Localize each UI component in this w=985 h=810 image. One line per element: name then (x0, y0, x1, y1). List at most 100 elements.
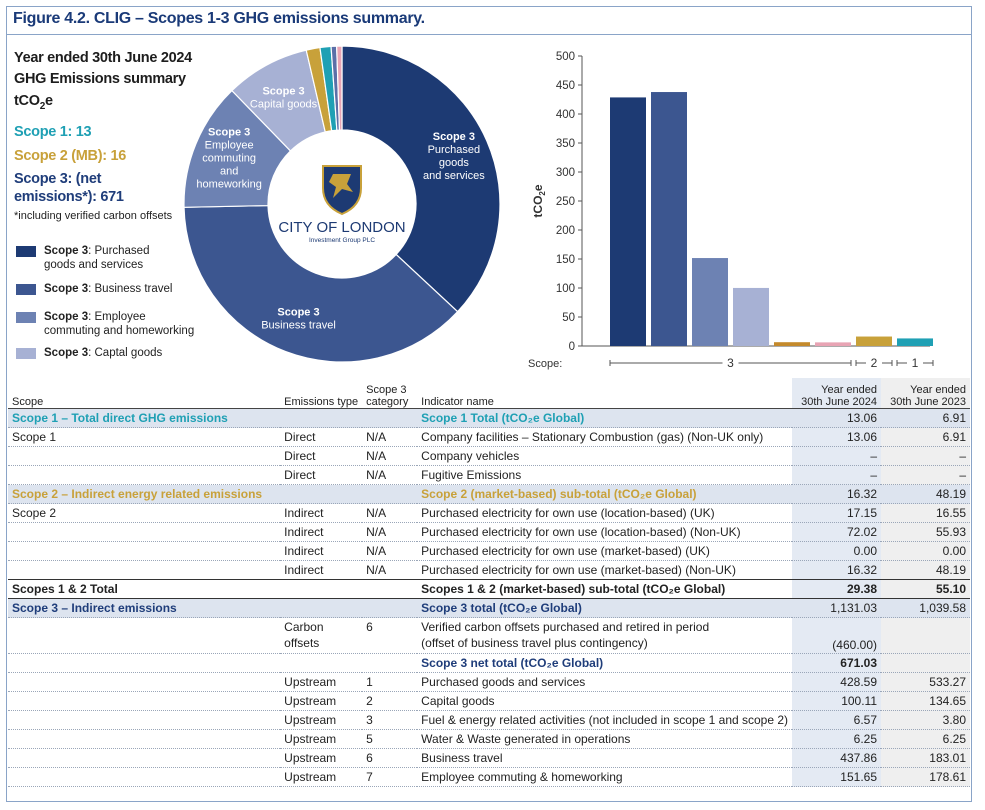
table-row: Upstream 3 Fuel & energy related activitie… (8, 710, 970, 730)
cell-2023: 6.91 (881, 427, 970, 447)
cell-emissions-type (280, 653, 363, 673)
cell-category: N/A (362, 465, 418, 485)
logo-name: CITY OF LONDON (278, 219, 405, 236)
cell-emissions-type: Carbon offsets (280, 617, 363, 654)
cell-2024: 6.57 (792, 710, 881, 730)
scope-group-label: 3 (727, 356, 734, 370)
figure-frame (6, 6, 972, 802)
scope-group-label: 2 (871, 356, 878, 370)
cell-scope (8, 672, 281, 692)
cell-emissions-type: Upstream (280, 691, 363, 711)
table-row: Scopes 1 & 2 Total Scopes 1 & 2 (market-b… (8, 579, 970, 599)
cell-category: 5 (362, 729, 418, 749)
cell-2023: 0.00 (881, 541, 970, 561)
cell-2023 (881, 617, 970, 654)
cell-2023: 6.91 (881, 408, 970, 428)
cell-indicator: Scopes 1 & 2 (market-based) sub-total (t… (417, 579, 793, 599)
cell-indicator: Fuel & energy related activities (not in… (417, 710, 793, 730)
y-tick-label: 100 (556, 283, 575, 295)
cell-2024: 16.32 (792, 484, 881, 504)
cell-2024: 1,131.03 (792, 598, 881, 618)
cell-emissions-type: Indirect (280, 541, 363, 561)
summary-note: *including verified carbon offsets (14, 210, 173, 222)
cell-category (362, 579, 418, 599)
cell-2023: 55.93 (881, 522, 970, 542)
header-emissions-type: Emissions type (280, 378, 363, 409)
summary-year: Year ended 30th June 2024 (14, 50, 192, 66)
cell-category: 6 (362, 617, 418, 654)
cell-2024: 13.06 (792, 408, 881, 428)
donut-slice-label: Scope 3 Capital goods (250, 85, 318, 110)
cell-2023: – (881, 446, 970, 466)
cell-emissions-type: Upstream (280, 672, 363, 692)
cell-indicator: Scope 3 net total (tCO₂e Global) (417, 653, 793, 673)
cell-scope: Scope 1 (8, 427, 281, 447)
cell-category: 6 (362, 748, 418, 768)
cell-indicator: Fugitive Emissions (417, 465, 793, 485)
legend-item: Scope 3: Purchased goods and services (16, 244, 149, 272)
cell-emissions-type: Indirect (280, 503, 363, 523)
scope-axis-label: Scope: (528, 358, 562, 370)
cell-category: N/A (362, 446, 418, 466)
cell-indicator: Business travel (417, 748, 793, 768)
table-row: Upstream 7 Employee commuting & homeworkin… (8, 767, 970, 787)
cell-emissions-type: Upstream (280, 710, 363, 730)
cell-emissions-type (280, 598, 363, 618)
legend-item: Scope 3: Business travel (16, 282, 172, 296)
legend-swatch (16, 348, 36, 359)
cell-indicator: Employee commuting & homeworking (417, 767, 793, 787)
table-row: Scope 1 Direct N/A Company facilities – Sta… (8, 427, 970, 447)
cell-emissions-type: Upstream (280, 729, 363, 749)
table-row: Indirect N/A Purchased electricity for own… (8, 541, 970, 561)
cell-scope: Scope 2 (8, 503, 281, 523)
y-tick-label: 350 (556, 138, 575, 150)
cell-2023 (881, 653, 970, 673)
cell-category (362, 653, 418, 673)
cell-indicator: Scope 1 Total (tCO₂e Global) (417, 408, 793, 428)
cell-scope (8, 748, 281, 768)
cell-scope (8, 560, 281, 580)
cell-category (362, 484, 418, 504)
bar (610, 97, 646, 346)
cell-2023: 134.65 (881, 691, 970, 711)
cell-indicator: Scope 3 total (tCO₂e Global) (417, 598, 793, 618)
cell-scope: Scope 3 – Indirect emissions (8, 598, 281, 618)
y-tick-label: 150 (556, 254, 575, 266)
logo-subtitle: Investment Group PLC (309, 237, 375, 244)
bar (651, 92, 687, 346)
cell-emissions-type (280, 408, 363, 428)
legend-item: Scope 3: Employee commuting and homeworki… (16, 310, 194, 338)
cell-2024: 428.59 (792, 672, 881, 692)
cell-2023: 3.80 (881, 710, 970, 730)
table-row: Scope 3 net total (tCO₂e Global) 671.03 (8, 653, 970, 673)
cell-indicator: Purchased electricity for own use (locat… (417, 522, 793, 542)
bar-chart: 0 50 100 150 200 250 300 350 400 450 500 tCO2e Scope… (528, 51, 934, 370)
cell-category (362, 598, 418, 618)
cell-indicator: Verified carbon offsets purchased and re… (417, 617, 793, 654)
cell-scope: Scope 1 – Total direct GHG emissions (8, 408, 281, 428)
summary-scope3-b: emissions*): 671 (14, 189, 124, 205)
cell-scope (8, 522, 281, 542)
cell-scope (8, 729, 281, 749)
cell-2024: 0.00 (792, 541, 881, 561)
table-row: Scope 3 – Indirect emissions Scope 3 tota… (8, 598, 970, 618)
cell-indicator: Purchased electricity for own use (marke… (417, 560, 793, 580)
bar (897, 338, 933, 346)
legend-swatch (16, 312, 36, 323)
summary-unit: tCO2e (14, 93, 53, 112)
cell-scope (8, 617, 281, 654)
donut-chart: Scope 3 Purchased goods and services Scope 3… (183, 45, 501, 363)
header-indicator: Indicator name (417, 378, 793, 409)
cell-category: N/A (362, 427, 418, 447)
cell-category: N/A (362, 503, 418, 523)
cell-emissions-type: Indirect (280, 560, 363, 580)
legend-label: Scope 3: Employee commuting and homeworki… (44, 311, 195, 337)
cell-category: 3 (362, 710, 418, 730)
bar (815, 342, 851, 346)
cell-2023: 183.01 (881, 748, 970, 768)
cell-category (362, 408, 418, 428)
donut-slice-label: Scope 3 Employee commuting and homeworking (196, 127, 261, 191)
legend-item: Scope 3: Captal goods (16, 346, 162, 360)
cell-emissions-type: Direct (280, 427, 363, 447)
